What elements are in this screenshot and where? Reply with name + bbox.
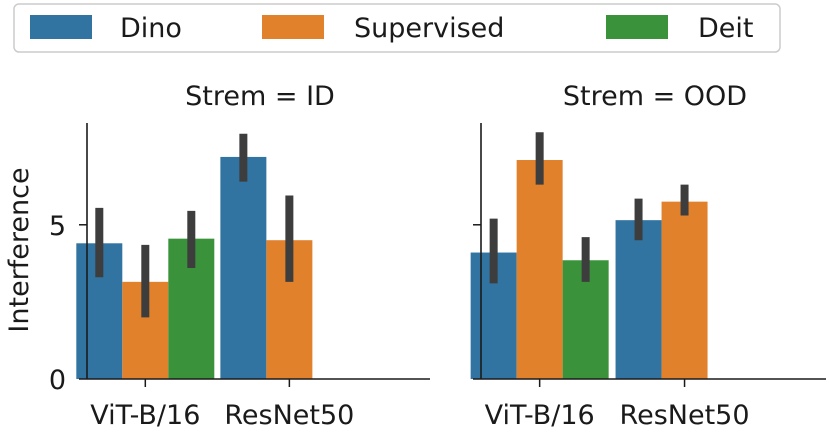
x-tick-label-resnet: ResNet50: [620, 400, 750, 431]
panel-id-bars: [76, 133, 313, 379]
panel-id: ViT-B/16 ResNet50: [76, 123, 430, 431]
y-axis-label: Interference: [4, 167, 35, 332]
legend-frame: [13, 3, 781, 53]
x-tick-label-resnet: ResNet50: [224, 400, 354, 431]
x-tick-label-vit: ViT-B/16: [90, 400, 200, 431]
legend-swatch-supervised: [262, 15, 324, 39]
panel-ood: ViT-B/16 ResNet50: [470, 123, 826, 431]
y-tick-label-5: 5: [49, 211, 66, 242]
bar-supervised-vit-b-16: [516, 160, 563, 379]
legend-swatch-dino: [30, 15, 92, 39]
y-tick-label-0: 0: [49, 365, 66, 396]
legend-swatch-deit: [606, 15, 668, 39]
bar-supervised-resnet50: [661, 201, 708, 379]
legend-label-dino: Dino: [120, 13, 182, 44]
bar-dino-resnet50: [615, 220, 662, 379]
panel-id-axes: [79, 123, 430, 387]
panel-ood-bars: [470, 132, 708, 379]
panel-title-id: Strem = ID: [185, 81, 335, 112]
panel-ood-axes: [473, 123, 826, 387]
x-tick-label-vit: ViT-B/16: [485, 400, 595, 431]
bar-dino-resnet50: [220, 156, 267, 379]
legend-label-deit: Deit: [698, 13, 754, 44]
legend: Dino Supervised Deit: [13, 3, 781, 53]
legend-label-supervised: Supervised: [354, 13, 504, 44]
panel-title-ood: Strem = OOD: [563, 81, 747, 112]
